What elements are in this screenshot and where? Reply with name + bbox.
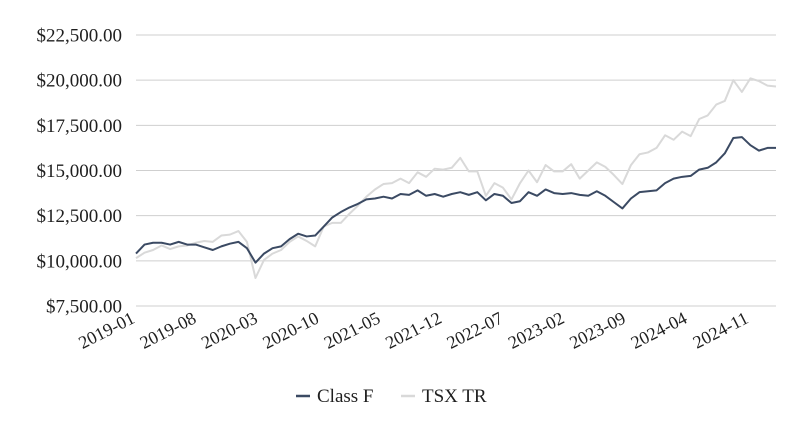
legend-label-class-f: Class F bbox=[317, 386, 374, 407]
y-tick-label: $7,500.00 bbox=[46, 297, 122, 318]
y-axis-ticks: $7,500.00 $10,000.00 $12,500.00 $15,000.00 $… bbox=[37, 26, 123, 318]
legend-item-tsx-tr[interactable]: TSX TR bbox=[401, 386, 487, 407]
legend-item-class-f[interactable]: Class F bbox=[296, 386, 374, 407]
x-tick-label: 2024-11 bbox=[690, 308, 752, 353]
y-tick-label: $15,000.00 bbox=[37, 161, 123, 182]
y-tick-label: $20,000.00 bbox=[37, 71, 123, 92]
x-tick-label: 2023-09 bbox=[566, 308, 629, 353]
x-tick-label: 2020-10 bbox=[259, 308, 322, 353]
y-tick-label: $17,500.00 bbox=[37, 116, 123, 137]
x-tick-label: 2020-03 bbox=[198, 308, 261, 353]
x-tick-label: 2019-08 bbox=[137, 308, 200, 353]
gridlines bbox=[136, 34, 776, 307]
x-tick-label: 2021-12 bbox=[382, 308, 445, 353]
series-line-tsx-tr bbox=[135, 77, 777, 279]
x-tick-label: 2023-02 bbox=[505, 308, 568, 353]
legend: Class F TSX TR bbox=[296, 386, 487, 407]
legend-label-tsx-tr: TSX TR bbox=[422, 386, 487, 407]
x-tick-label: 2021-05 bbox=[321, 308, 384, 353]
series-lines bbox=[135, 77, 777, 279]
y-tick-label: $12,500.00 bbox=[37, 206, 123, 227]
x-tick-label: 2024-04 bbox=[628, 308, 691, 353]
x-tick-label: 2022-07 bbox=[443, 308, 506, 353]
series-line-class-f bbox=[135, 136, 776, 264]
x-axis-ticks: 2019-012019-082020-032020-102021-052021-… bbox=[75, 308, 751, 353]
y-tick-label: $10,000.00 bbox=[37, 251, 123, 272]
y-tick-label: $22,500.00 bbox=[37, 26, 123, 47]
